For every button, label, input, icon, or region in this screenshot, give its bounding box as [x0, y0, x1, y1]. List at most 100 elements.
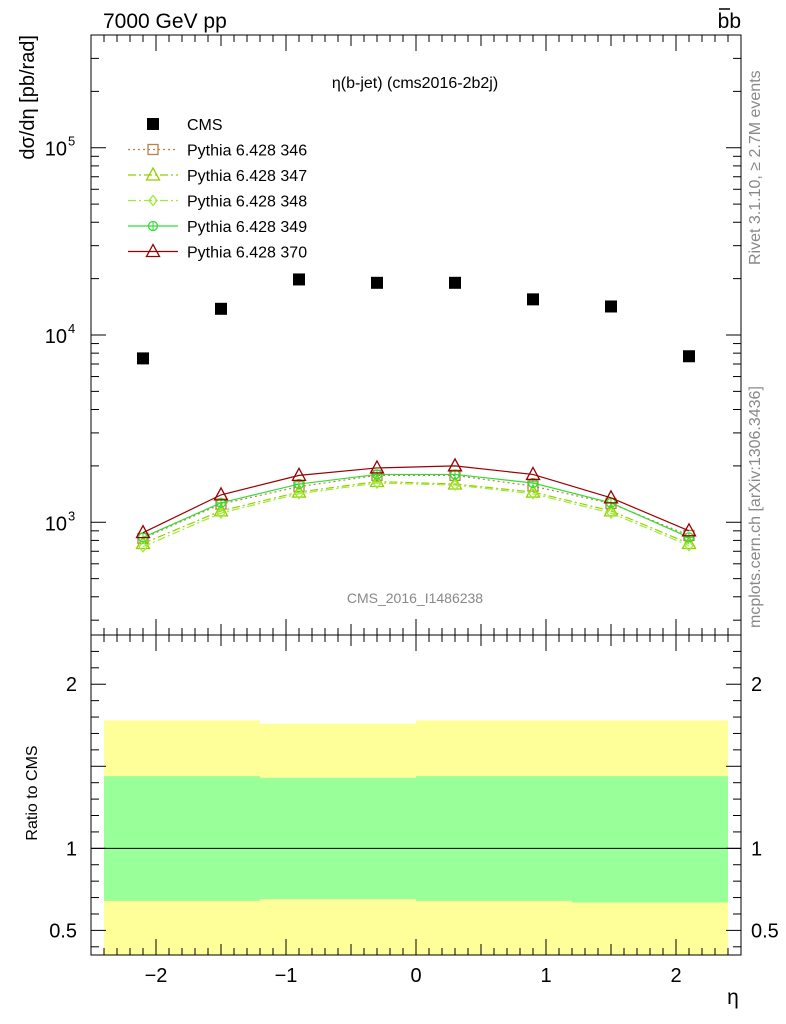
data-point — [603, 502, 619, 517]
ratio-panel: Ratio to CMS 0.5 1 2 0.5 1 2 −2 −1 0 1 2 η — [24, 634, 779, 1009]
legend-entry: Pythia 6.428 349 — [128, 219, 307, 236]
data-point — [293, 273, 305, 286]
data-point — [450, 479, 460, 492]
legend-entry: CMS — [147, 117, 223, 134]
series-line — [142, 473, 690, 538]
series-line — [142, 465, 690, 534]
header-process-text: bb — [718, 10, 741, 33]
data-point — [369, 459, 385, 474]
data-point — [215, 302, 227, 315]
legend-label: Pythia 6.428 346 — [187, 143, 307, 160]
series-0 — [137, 273, 695, 365]
x-tick-label: −1 — [275, 965, 298, 987]
main-y-tick-label: 10 — [45, 139, 67, 161]
ratio-y-tick-label: 1 — [751, 838, 762, 860]
series-line — [142, 474, 690, 539]
ratio-y-tick-labels-left: 0.5 1 2 — [49, 674, 77, 942]
data-point — [137, 352, 149, 365]
legend-marker — [145, 166, 161, 181]
main-y-tick-label-exponent: 3 — [68, 508, 75, 523]
legend-marker — [145, 243, 161, 258]
ratio-x-ticks — [90, 635, 742, 955]
data-point — [216, 507, 226, 520]
data-point — [371, 276, 383, 289]
data-point — [449, 276, 461, 289]
legend-entry: Pythia 6.428 347 — [128, 166, 307, 185]
data-point — [291, 483, 307, 498]
series-line — [142, 482, 690, 548]
data-point — [681, 535, 697, 550]
legend-label: Pythia 6.428 348 — [187, 194, 307, 211]
x-tick-label: 1 — [540, 965, 551, 987]
legend-marker — [148, 194, 158, 207]
data-point — [135, 524, 151, 539]
series-line — [142, 480, 690, 545]
legend-entry: Pythia 6.428 370 — [128, 243, 307, 262]
ratio-inner-band — [104, 776, 260, 901]
mcplots-label: mcplots.cern.ch [arXiv:1306.3436] — [747, 386, 764, 628]
data-point — [528, 487, 538, 500]
data-point — [681, 522, 697, 537]
main-title: η(b-jet) (cms2016-2b2j) — [332, 75, 498, 92]
x-tick-label: 2 — [670, 965, 681, 987]
series-3 — [138, 476, 694, 553]
data-point — [135, 535, 151, 550]
data-point — [684, 539, 694, 552]
data-point — [525, 466, 541, 481]
main-series-layer — [135, 273, 697, 553]
data-point — [213, 502, 229, 517]
header-energy-label: 7000 GeV pp — [103, 10, 227, 33]
x-tick-label: 0 — [410, 965, 421, 987]
legend-entry: Pythia 6.428 348 — [128, 194, 307, 211]
data-point — [372, 476, 382, 490]
legend-label: Pythia 6.428 349 — [187, 219, 307, 236]
legend-label: Pythia 6.428 347 — [187, 168, 307, 185]
ratio-bands — [104, 720, 728, 955]
legend: CMS Pythia 6.428 346 Pythia 6.428 347 Pythi… — [128, 117, 307, 262]
ratio-y-axis-label: Ratio to CMS — [24, 745, 41, 840]
data-point — [527, 293, 539, 306]
ratio-inner-band — [260, 777, 416, 900]
data-point — [291, 467, 307, 482]
header-process-label: bb — [718, 8, 741, 33]
main-y-tick-label: 10 — [45, 326, 67, 348]
ratio-y-tick-label: 2 — [66, 674, 77, 696]
data-point — [294, 487, 304, 500]
legend-marker — [147, 118, 159, 130]
data-point — [603, 489, 619, 504]
rivet-label: Rivet 3.1.10, ≥ 2.7M events — [747, 70, 764, 265]
watermark-label: CMS_2016_I1486238 — [347, 590, 483, 606]
data-point — [447, 457, 463, 472]
ratio-y-tick-label: 2 — [751, 674, 762, 696]
main-y-tick-label-exponent: 4 — [68, 321, 75, 336]
ratio-x-tick-labels: −2 −1 0 1 2 — [145, 965, 682, 987]
legend-entry: Pythia 6.428 346 — [128, 143, 307, 160]
main-y-axis-label: dσ/dη [pb/rad] — [17, 35, 39, 160]
main-y-ticks — [91, 34, 741, 621]
ratio-y-tick-label: 0.5 — [751, 920, 779, 942]
ratio-y-tick-labels-right: 0.5 1 2 — [751, 674, 779, 942]
series-5 — [135, 457, 697, 539]
data-point — [213, 486, 229, 501]
data-point — [683, 350, 695, 363]
ratio-y-tick-label: 1 — [66, 838, 77, 860]
series-2 — [135, 473, 697, 550]
main-y-tick-label-exponent: 5 — [68, 134, 75, 149]
ratio-frame — [90, 634, 742, 956]
x-tick-label: −2 — [145, 965, 168, 987]
main-y-tick-label: 10 — [45, 513, 67, 535]
data-point — [606, 507, 616, 520]
legend-marker — [147, 143, 159, 156]
ratio-y-tick-label: 0.5 — [49, 920, 77, 942]
ratio-inner-band — [416, 776, 572, 901]
data-point — [369, 473, 385, 488]
ratio-inner-band — [572, 776, 728, 903]
legend-label: Pythia 6.428 370 — [187, 245, 307, 262]
data-point — [605, 300, 617, 313]
data-point — [525, 483, 541, 498]
data-point — [138, 540, 148, 553]
legend-label: CMS — [187, 117, 223, 134]
x-axis-label: η — [727, 986, 739, 1009]
